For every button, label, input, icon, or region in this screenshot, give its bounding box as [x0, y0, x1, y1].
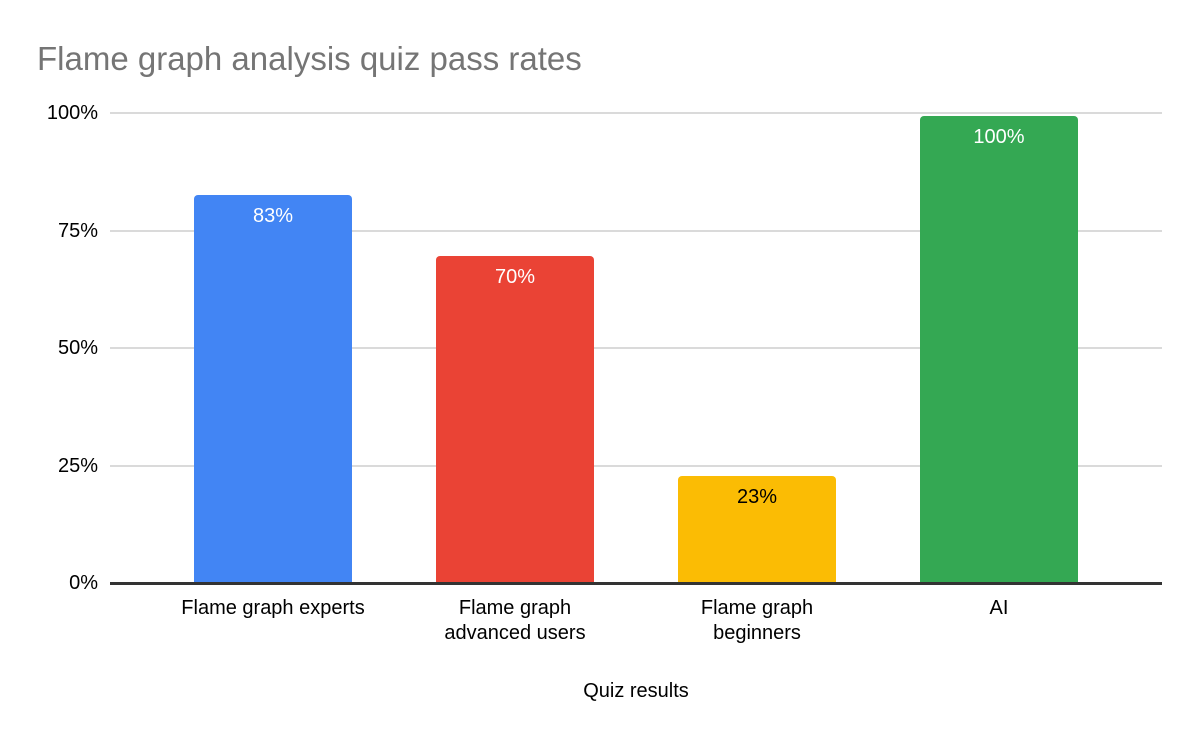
y-axis-tick-label: 50%	[57, 337, 98, 359]
x-axis-baseline	[110, 582, 1162, 585]
x-axis-title: Quiz results	[583, 680, 689, 702]
x-axis-category-label: AI	[989, 597, 1009, 619]
bar-flame-graph-beginners: 23%	[678, 476, 836, 583]
y-axis-tick-label: 25%	[57, 454, 98, 477]
x-axis-category-label: Flame graph advanced users	[444, 597, 586, 644]
y-axis-tick-label: 0%	[69, 572, 98, 594]
bar-value-label: 83%	[252, 205, 294, 227]
chart-title: Flame graph analysis quiz pass rates	[37, 40, 582, 77]
plot-area: 83% 70% 23% 100%	[110, 112, 1162, 585]
gridline	[110, 347, 1162, 349]
y-axis-tick-label: 100%	[46, 102, 98, 124]
gridline	[110, 229, 1162, 232]
gridline	[110, 464, 1162, 467]
x-axis-category-label: Flame graph experts	[181, 597, 365, 619]
bar-value-label: 70%	[494, 266, 536, 288]
x-axis-category-label: Flame graph beginners	[700, 597, 814, 644]
gridline	[110, 112, 1162, 114]
bar-flame-graph-advanced-users: 70%	[436, 256, 594, 583]
bar-ai: 100%	[920, 116, 1078, 583]
bar-value-label: 100%	[973, 126, 1025, 148]
y-axis-tick-label: 75%	[57, 219, 98, 242]
bar-flame-graph-experts: 83%	[194, 195, 352, 583]
bar-value-label: 23%	[736, 486, 778, 508]
